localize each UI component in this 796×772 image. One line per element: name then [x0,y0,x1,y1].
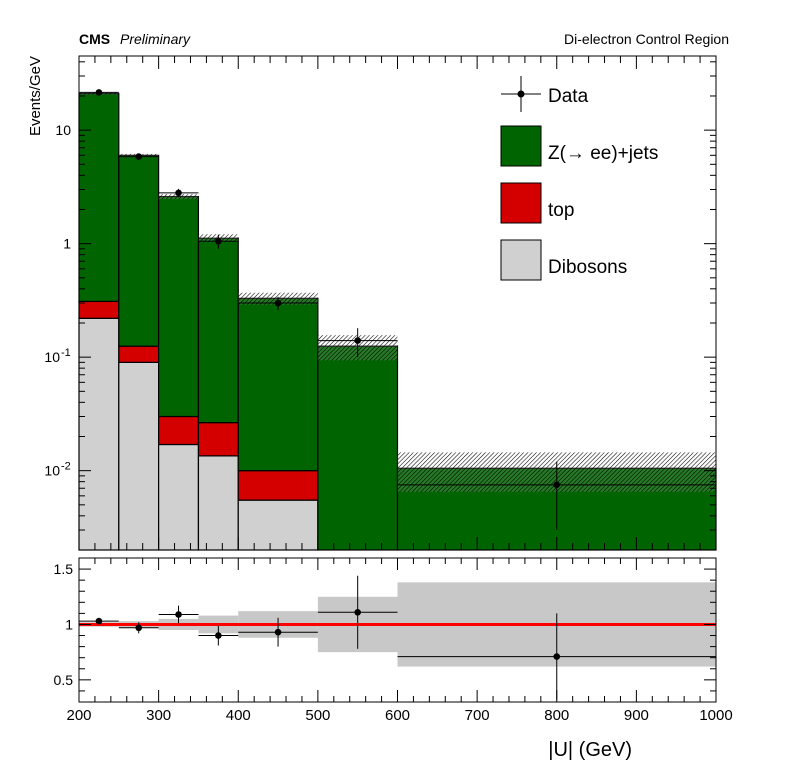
ratio-tick-label-0: 0.5 [54,672,74,688]
ratio-points [79,575,716,700]
data-point-5 [354,337,361,344]
data-point-0 [95,89,103,96]
stack-bar-2-3 [197,237,239,424]
stack-bar-1-1 [118,345,160,363]
legend-label-data: Data [548,86,589,107]
stack-bar-1-3 [197,422,239,457]
x-tick-label-1: 300 [146,707,171,724]
legend-label-zjets: Z(→ ee)+jets [548,143,658,164]
status-label: Preliminary [120,31,191,47]
ratio-point-3 [215,632,222,639]
y-tick-label-0: 10 [55,122,71,138]
data-points [79,89,716,531]
y-tick-label-1: 1 [63,236,71,252]
stack-bar-1-4 [237,470,319,501]
x-tick-label-2: 400 [226,707,251,724]
legend-entry-data: Data [501,76,589,112]
x-axis-title: |U| (GeV) [548,739,632,761]
data-point-4 [274,299,282,307]
stack-bar-2-0 [78,92,120,302]
stack-bar-2-5 [317,345,399,551]
legend: Data Z(→ ee)+jets top Dibosons [500,76,658,281]
y-tick-label-2: 10 [44,349,60,365]
stack-bar-1-0 [78,300,120,319]
data-point-3 [215,237,222,245]
stack-bar-1-2 [158,415,200,446]
legend-swatch-zjets [500,125,542,167]
stack-bar-0-2 [158,443,200,551]
y-tick-exp-2: -1 [61,347,71,359]
ratio-point-4 [274,628,282,636]
ratio-tick-label-1: 1 [65,616,73,632]
ratio-point-0 [95,617,103,625]
legend-entry-top: top [500,182,574,224]
x-tick-label-7: 900 [624,707,649,724]
legend-entry-zjets: Z(→ ee)+jets [500,125,658,167]
ratio-axes: 0.5 1 1.5 200 300 400 500 600 700 800 900 1000 [54,558,733,724]
data-point-1 [135,153,143,160]
legend-swatch-top [500,182,542,224]
ratio-tick-label-2: 1.5 [54,561,74,577]
x-tick-label-0: 200 [66,707,91,724]
ratio-point-2 [175,611,182,618]
stack-bar-2-4 [237,297,319,472]
ratio-point-5 [354,608,361,616]
stack-bar-0-4 [237,499,319,551]
stack-bar-2-1 [118,154,160,347]
legend-label-dibosons: Dibosons [548,257,627,278]
y-tick-label-3: 10 [44,463,60,479]
stack-bar-0-1 [118,361,160,551]
legend-entry-dibosons: Dibosons [500,239,627,281]
legend-label-top: top [548,200,574,221]
ratio-point-6 [553,653,561,660]
x-tick-label-5: 700 [465,707,490,724]
data-point-6 [553,481,561,489]
stack-bar-0-3 [197,455,239,551]
y-tick-exp-3: -2 [61,461,71,473]
y-axis-title: Events/GeV [27,56,44,136]
data-point-2 [175,189,182,197]
x-tick-label-8: 1000 [699,707,732,724]
experiment-label: CMS [79,31,110,47]
x-tick-label-4: 600 [385,707,410,724]
legend-data-marker [517,90,525,98]
stack-bar-2-2 [158,195,200,418]
stack-bar-0-0 [78,317,120,551]
x-tick-label-6: 800 [544,707,569,724]
x-tick-label-3: 500 [305,707,330,724]
legend-swatch-dibosons [500,239,542,281]
region-label: Di-electron Control Region [564,31,729,47]
ratio-point-1 [135,624,143,632]
